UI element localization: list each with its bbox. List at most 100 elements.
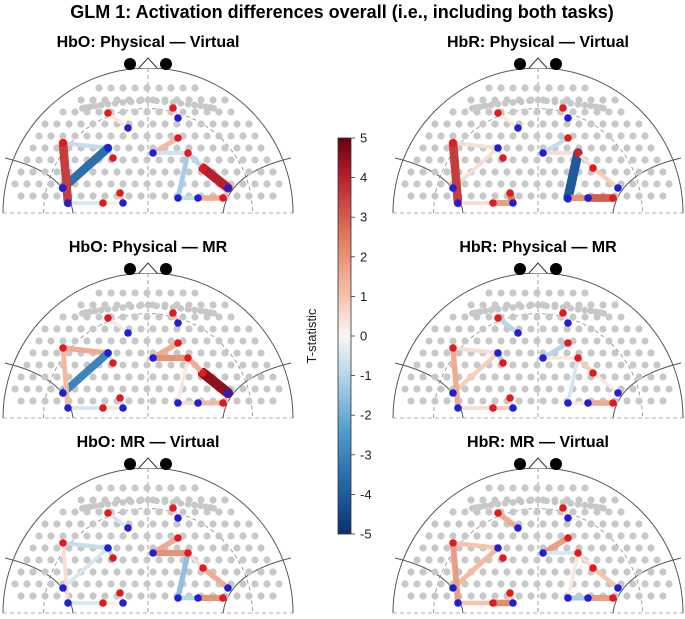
grid-dot [509, 580, 517, 588]
grid-dot [617, 361, 625, 369]
grid-dot [539, 373, 547, 381]
grid-dot [257, 349, 265, 357]
grid-dot [581, 306, 589, 314]
source-optode [499, 154, 507, 162]
grid-dot [149, 592, 157, 600]
grid-dot [635, 168, 643, 176]
grid-dot [491, 120, 499, 128]
panel-title: HbR: MR — Virtual [467, 434, 609, 451]
detector-optode [449, 389, 457, 397]
detector-optode [454, 404, 462, 412]
grid-dot [227, 337, 235, 345]
grid-dot [143, 313, 151, 321]
grid-dot [167, 84, 175, 92]
grid-dot [71, 108, 79, 116]
grid-dot [167, 484, 175, 492]
grid-dot [467, 120, 475, 128]
grid-dot [647, 168, 655, 176]
grid-dot [503, 373, 511, 381]
grid-dot [533, 337, 541, 345]
channel-line [566, 356, 580, 405]
grid-dot [89, 592, 97, 600]
colorbar-tick-label: -5 [360, 527, 372, 542]
grid-dot [251, 180, 259, 188]
grid-dot [77, 325, 85, 333]
grid-dot [551, 303, 559, 311]
source-optode [494, 509, 502, 517]
grid-dot [509, 84, 517, 92]
grid-dot [125, 544, 133, 552]
grid-dot [647, 192, 655, 200]
grid-dot [137, 397, 145, 405]
grid-dot [509, 289, 517, 297]
grid-dot [611, 349, 619, 357]
grid-dot [521, 289, 529, 297]
grid-dot [47, 156, 55, 164]
grid-dot [539, 168, 547, 176]
grid-dot [534, 496, 542, 504]
grid-dot [269, 568, 277, 576]
grid-dot [545, 313, 553, 321]
grid-dot [71, 337, 79, 345]
grid-dot [413, 385, 421, 393]
grid-dot [647, 144, 655, 152]
grid-dot [35, 361, 43, 369]
grid-dot [443, 520, 451, 528]
grid-dot [455, 520, 463, 528]
grid-dot [53, 325, 61, 333]
detector-optode [494, 144, 502, 152]
grid-dot [257, 544, 265, 552]
grid-dot [41, 544, 49, 552]
grid-dot [491, 373, 499, 381]
source-optode [609, 594, 617, 602]
grid-dot [517, 498, 525, 506]
grid-dot [623, 592, 631, 600]
grid-dot [143, 385, 151, 393]
channel-line [150, 135, 181, 156]
grid-dot [119, 484, 127, 492]
grid-dot [629, 180, 637, 188]
grid-dot [251, 337, 259, 345]
grid-dot [275, 580, 283, 588]
source-optode [174, 339, 182, 347]
grid-dot [481, 102, 489, 110]
grid-dot [101, 168, 109, 176]
grid-dot [89, 192, 97, 200]
grid-dot [431, 592, 439, 600]
grid-dot [17, 373, 25, 381]
grid-dot [413, 361, 421, 369]
grid-dot [581, 289, 589, 297]
source-optode [494, 314, 502, 322]
grid-dot [65, 544, 73, 552]
detector-optode [614, 584, 622, 592]
grid-dot [557, 337, 565, 345]
grid-dot [401, 385, 409, 393]
grid-dot [431, 520, 439, 528]
grid-dot [41, 373, 49, 381]
grid-dot [545, 337, 553, 345]
grid-dot [497, 289, 505, 297]
grid-dot [113, 168, 121, 176]
grid-dot [136, 497, 143, 505]
grid-dot [449, 108, 457, 116]
grid-dot [149, 325, 157, 333]
grid-dot [467, 325, 475, 333]
detector-optode [174, 399, 182, 407]
grid-dot [611, 120, 619, 128]
grid-dot [503, 568, 511, 576]
grid-dot [641, 337, 649, 345]
grid-dot [29, 349, 37, 357]
grid-dot [521, 313, 529, 321]
grid-dot [47, 361, 55, 369]
grid-dot [551, 192, 559, 200]
source-optode [489, 404, 497, 412]
grid-dot [155, 156, 163, 164]
grid-dot [533, 532, 541, 540]
panel: HbO: Physical — Virtual [2, 34, 294, 214]
channel-line [61, 546, 110, 590]
grid-dot [526, 302, 533, 310]
grid-dot [574, 500, 582, 508]
grid-dot [215, 556, 223, 564]
grid-dot [95, 484, 103, 492]
grid-dot [473, 532, 481, 540]
